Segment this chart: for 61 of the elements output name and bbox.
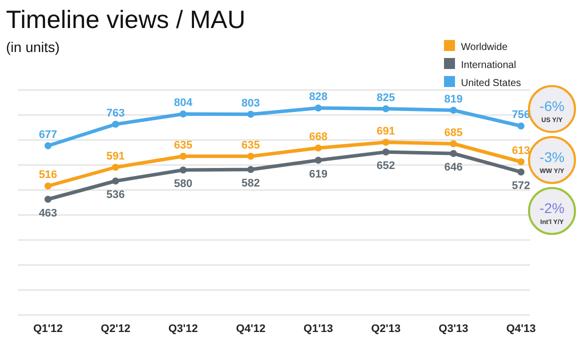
x-tick-label: Q3'12: [168, 323, 198, 335]
data-label: 652: [376, 160, 396, 172]
data-label: 804: [174, 97, 194, 109]
point: [180, 166, 187, 174]
data-label: 580: [174, 178, 192, 190]
data-label: 591: [106, 150, 125, 162]
point: [247, 110, 254, 118]
data-label: 685: [444, 126, 463, 139]
point: [518, 122, 524, 130]
data-label: 691: [376, 125, 396, 138]
data-label: 668: [309, 131, 328, 143]
point: [314, 156, 322, 164]
data-label: 613: [512, 144, 530, 157]
legend-label: United States: [461, 78, 522, 89]
data-label: 828: [309, 91, 328, 103]
point: [382, 148, 390, 156]
x-tick-label: Q4'13: [506, 323, 536, 335]
chart-subtitle: (in units): [6, 39, 60, 55]
data-label: 516: [38, 169, 58, 181]
data-label: 572: [512, 180, 530, 192]
point: [112, 178, 120, 184]
point: [180, 110, 187, 118]
point: [112, 164, 120, 171]
data-label: 763: [106, 107, 125, 120]
point: [450, 106, 457, 114]
point: [518, 168, 524, 176]
point: [382, 105, 390, 112]
legend-label: Worldwide: [461, 42, 508, 53]
point: [44, 142, 52, 150]
point: [247, 152, 254, 160]
point: [247, 166, 254, 173]
data-label: 825: [376, 92, 396, 104]
x-tick-label: Q1'13: [304, 323, 334, 335]
data-label: 463: [38, 207, 58, 220]
data-label: 677: [38, 128, 58, 141]
data-label: 536: [106, 189, 125, 201]
data-label: 819: [444, 93, 463, 106]
data-label: 582: [242, 178, 260, 190]
data-label: 756: [512, 109, 530, 121]
point: [314, 144, 322, 152]
point: [314, 104, 322, 112]
point: [44, 182, 52, 190]
point: [518, 158, 524, 166]
point: [180, 152, 187, 160]
point: [450, 150, 457, 157]
data-label: 635: [242, 139, 260, 152]
point: [450, 140, 457, 148]
point: [112, 120, 120, 128]
x-tick-label: Q4'12: [236, 323, 266, 335]
point: [382, 138, 390, 146]
data-label: 635: [174, 139, 192, 152]
chart-title: Timeline views / MAU: [6, 6, 246, 34]
data-label: 619: [309, 168, 328, 180]
x-tick-label: Q1'12: [33, 323, 63, 335]
data-label: 803: [242, 97, 260, 110]
point: [44, 196, 52, 203]
data-label: 646: [444, 162, 463, 174]
x-tick-label: Q3'13: [438, 323, 468, 335]
x-tick-label: Q2'13: [371, 323, 401, 335]
x-tick-label: Q2'12: [100, 323, 130, 335]
legend-label: International: [461, 60, 516, 71]
